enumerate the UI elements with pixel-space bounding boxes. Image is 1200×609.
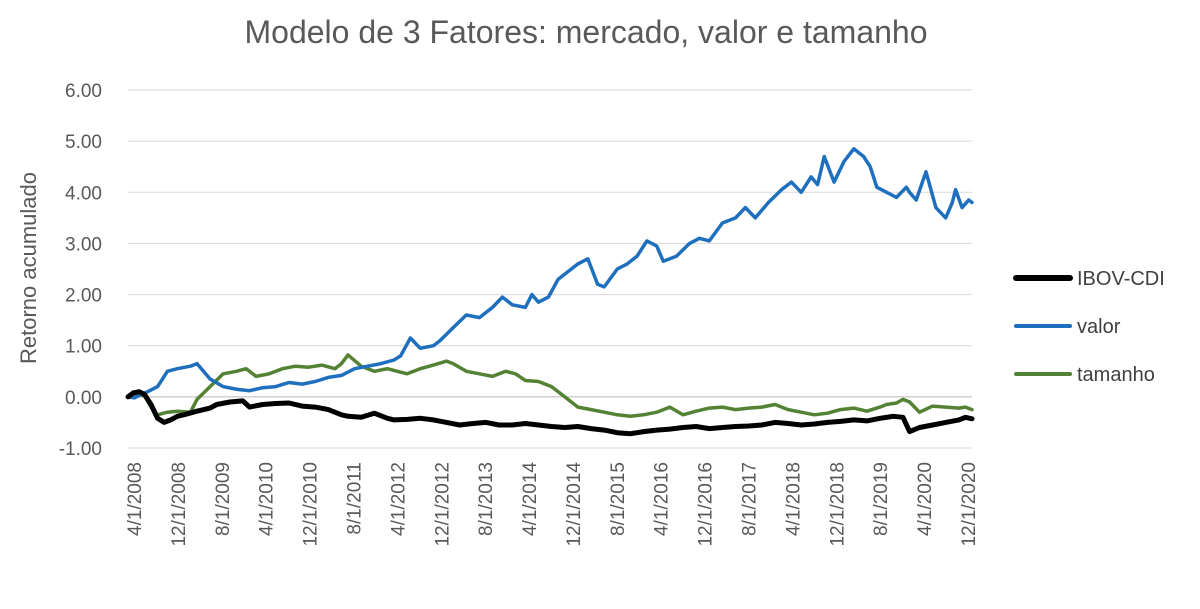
x-tick-label: 8/1/2011 [344,462,365,535]
x-tick-label: 4/1/2014 [520,462,541,536]
y-tick-label: 1.00 [65,337,102,358]
x-axis-ticks: 4/1/2008 12/1/2008 8/1/2009 4/1/2010 12/1/20… [125,462,980,547]
y-tick-label: 6.00 [65,81,102,102]
y-tick-label: 3.00 [65,234,102,255]
x-tick-label: 4/1/2018 [783,462,804,536]
x-tick-label: 8/1/2015 [608,462,629,536]
x-tick-label: 4/1/2016 [652,462,673,536]
legend-label: valor [1077,316,1121,338]
y-tick-label: -1.00 [59,439,102,460]
y-axis-ticks: -1.00 0.00 1.00 2.00 3.00 4.00 5.00 6.00 [59,81,102,460]
x-tick-label: 4/1/2008 [125,462,146,536]
series-lines [125,147,975,437]
y-tick-label: 2.00 [65,286,102,307]
gridlines [128,89,972,449]
legend-label: tamanho [1077,364,1155,386]
x-tick-label: 8/1/2019 [871,462,892,536]
x-tick-label: 12/1/2020 [959,462,980,547]
x-tick-label: 12/1/2014 [564,462,585,547]
chart-title: Modelo de 3 Fatores: mercado, valor e ta… [244,14,927,50]
series-line-ibov-cdi [125,389,975,437]
x-tick-label: 12/1/2016 [696,462,717,547]
x-tick-label: 12/1/2010 [301,462,322,547]
x-tick-label: 12/1/2012 [432,462,453,547]
x-tick-label: 4/1/2010 [257,462,278,536]
y-tick-label: 0.00 [65,388,102,409]
x-tick-label: 8/1/2017 [740,462,761,536]
legend: IBOV-CDI valor tamanho [1013,268,1165,386]
x-tick-label: 4/1/2020 [915,462,936,536]
x-tick-label: 8/1/2013 [476,462,497,536]
x-tick-label: 4/1/2012 [388,462,409,536]
y-tick-label: 5.00 [65,132,102,153]
series-line-valor [126,147,974,400]
y-axis-label: Retorno acumulado [16,172,41,364]
series-line-tamanho [126,353,974,419]
x-tick-label: 8/1/2009 [213,462,234,536]
x-tick-label: 12/1/2018 [827,462,848,547]
x-tick-label: 12/1/2008 [169,462,190,547]
legend-label: IBOV-CDI [1077,268,1165,290]
y-tick-label: 4.00 [65,183,102,204]
